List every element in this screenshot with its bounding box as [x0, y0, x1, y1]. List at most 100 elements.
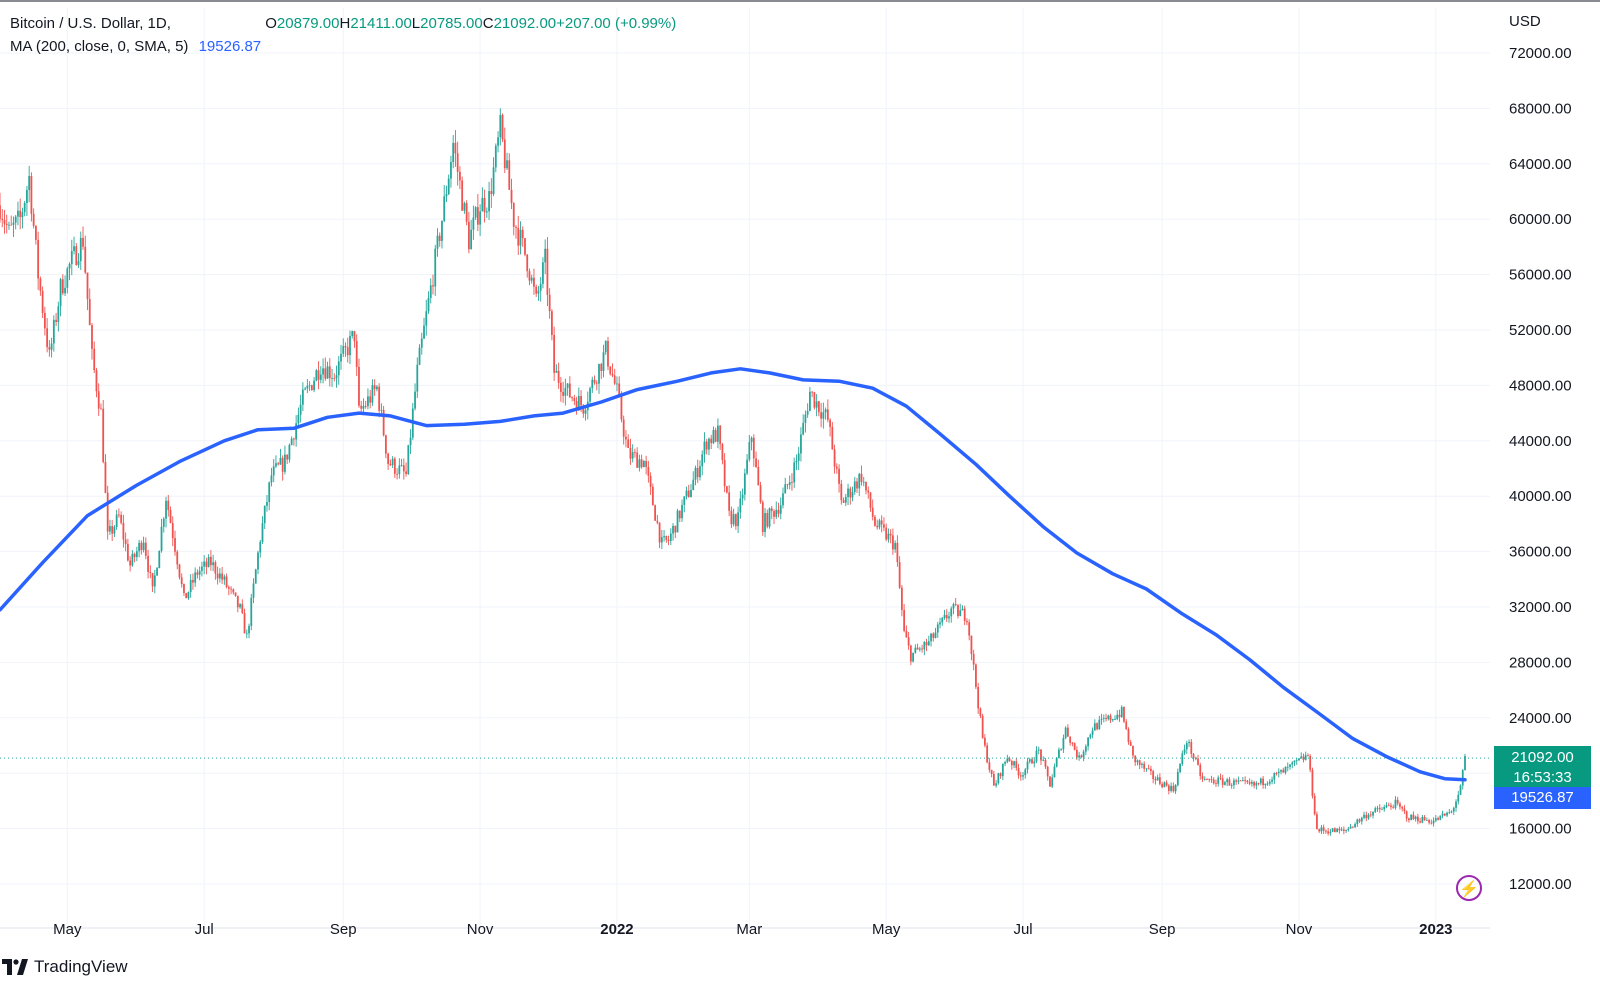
candle-body	[878, 520, 881, 528]
candle-body	[167, 500, 170, 511]
candle-body	[1073, 743, 1076, 750]
candle-body	[1084, 746, 1087, 752]
x-tick-label: 2022	[600, 921, 633, 938]
candle-body	[418, 347, 421, 365]
candle-body	[503, 139, 506, 169]
candle-body	[1401, 806, 1404, 809]
candle-body	[838, 468, 840, 484]
candle-body	[1167, 785, 1170, 791]
candle-body	[144, 542, 147, 556]
candle-body	[28, 176, 31, 191]
candle-body	[64, 287, 66, 294]
candle-body	[342, 346, 345, 354]
symbol-title[interactable]: Bitcoin / U.S. Dollar, 1D,	[10, 15, 171, 32]
candle-body	[1293, 760, 1296, 763]
candle-body	[126, 543, 129, 561]
candle-body	[1102, 718, 1105, 719]
candle-body	[775, 509, 778, 517]
candle-body	[234, 592, 237, 596]
lightning-icon[interactable]: ⚡	[1456, 875, 1482, 901]
candle-body	[313, 380, 315, 391]
tradingview-brand[interactable]: TradingView	[2, 957, 128, 977]
candle-body	[241, 604, 244, 613]
candle-body	[1046, 766, 1049, 777]
candle-body	[1060, 749, 1063, 751]
candle-body	[892, 535, 894, 550]
low-value: 20785.00	[420, 15, 483, 32]
candle-body	[730, 510, 733, 525]
candle-body	[1082, 751, 1085, 758]
candle-body	[948, 616, 950, 619]
candle-body	[304, 388, 307, 390]
candle-body	[1329, 831, 1332, 834]
candle-body	[1053, 766, 1056, 778]
candle-body	[1111, 719, 1114, 721]
x-tick-label: May	[872, 921, 901, 938]
candle-body	[1161, 783, 1164, 788]
candle-body	[1459, 785, 1462, 795]
candle-body	[216, 573, 219, 579]
candle-body	[1100, 718, 1103, 720]
candle-body	[710, 438, 713, 444]
candle-body	[91, 325, 93, 349]
candle-body	[1004, 762, 1006, 764]
candle-body	[542, 262, 544, 284]
candle-body	[627, 439, 630, 448]
candle-body	[1410, 814, 1413, 821]
candle-body	[768, 508, 771, 527]
candle-body	[416, 364, 419, 392]
candle-body	[1259, 778, 1262, 784]
candle-body	[308, 385, 311, 387]
candle-body	[1, 218, 4, 221]
candle-body	[1376, 807, 1379, 809]
candle-body	[1309, 755, 1312, 770]
candle-body	[611, 373, 614, 376]
candle-body	[1035, 750, 1038, 762]
tradingview-logo-icon	[2, 959, 28, 975]
candle-body	[494, 145, 497, 168]
candle-body	[804, 414, 807, 423]
candle-body	[692, 479, 695, 491]
candle-body	[1219, 777, 1222, 779]
candle-body	[1049, 776, 1051, 787]
candle-body	[284, 454, 286, 472]
candle-body	[593, 379, 596, 383]
candle-body	[483, 197, 486, 213]
candle-body	[297, 414, 300, 424]
candle-body	[156, 568, 158, 576]
candle-body	[214, 562, 217, 574]
candle-body	[739, 498, 742, 513]
candle-body	[389, 463, 392, 466]
candle-body	[209, 556, 212, 566]
currency-label: USD	[1509, 13, 1541, 30]
candle-body	[153, 575, 156, 587]
candle-body	[1412, 814, 1415, 820]
candle-body	[1028, 759, 1031, 762]
candle-body	[301, 389, 304, 405]
candle-body	[802, 422, 805, 435]
candle-body	[927, 641, 930, 646]
candle-body	[916, 647, 919, 650]
ma-price-value: 19526.87	[1511, 789, 1574, 806]
ma-indicator-legend[interactable]: MA (200, close, 0, SMA, 5) 19526.87	[10, 38, 261, 55]
candle-body	[506, 160, 508, 169]
candle-body	[719, 425, 722, 445]
candle-body	[1390, 805, 1392, 807]
candle-body	[454, 142, 457, 154]
candle-body	[1224, 782, 1226, 785]
low-label: L	[411, 15, 421, 32]
candle-body	[862, 481, 865, 483]
candle-body	[959, 610, 962, 617]
candle-body	[124, 539, 127, 544]
candle-body	[198, 570, 201, 575]
candle-body	[349, 335, 351, 356]
candle-body	[1365, 814, 1368, 819]
candle-body	[396, 473, 398, 475]
candle-body	[270, 475, 273, 483]
candle-body	[398, 465, 401, 475]
candle-body	[943, 614, 946, 618]
candle-body	[10, 224, 13, 226]
candle-body	[358, 366, 360, 406]
candle-body	[1271, 779, 1273, 782]
